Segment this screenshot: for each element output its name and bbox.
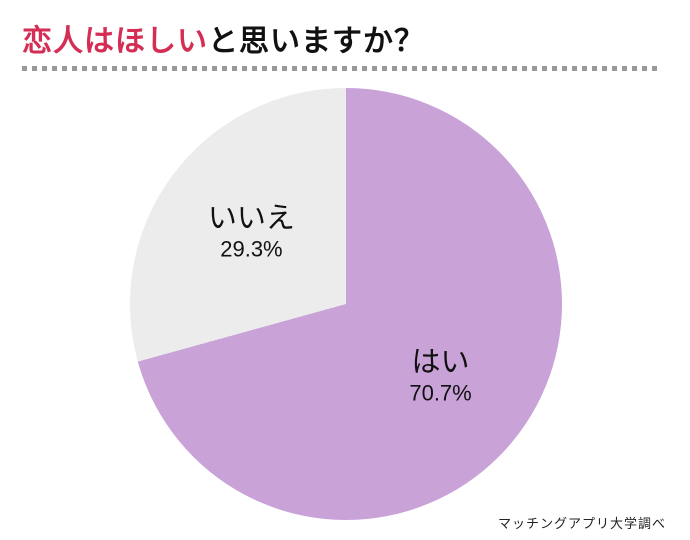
slice-percent-yes: 70.7% [409, 380, 472, 406]
pie-circle [130, 88, 562, 520]
page-title-rest: と思いますか？ [208, 25, 425, 58]
dashed-divider [22, 66, 662, 71]
pie-chart: はい 70.7% いいえ 29.3% [130, 88, 562, 520]
slice-name-no: いいえ [207, 202, 295, 235]
slice-label-yes: はい 70.7% [409, 345, 471, 406]
slice-name-yes: はい [411, 346, 470, 379]
page-title-highlight: 恋人はほしい [22, 25, 208, 58]
page-title: 恋人はほしいと思いますか？ [22, 16, 425, 60]
slice-percent-no: 29.3% [220, 236, 283, 262]
source-note: マッチングアプリ大学調べ [497, 516, 666, 531]
slice-label-no: いいえ 29.3% [208, 201, 295, 262]
